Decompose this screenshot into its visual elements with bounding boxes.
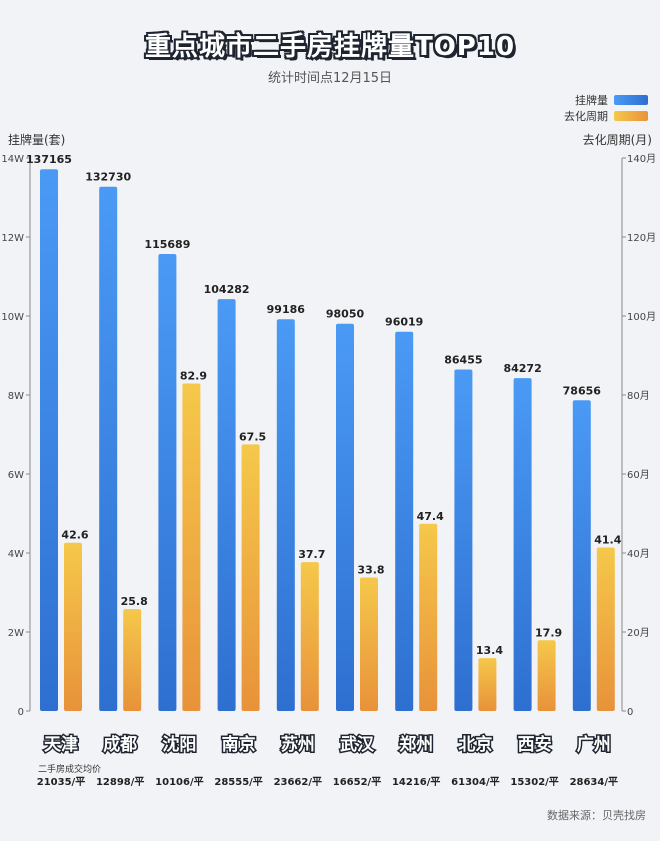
chart-subtitle: 统计时间点12月15日 [267, 71, 393, 86]
bar-cycle-10 [596, 547, 615, 711]
y-tick-label-left: 2W [8, 628, 24, 639]
data-label-listings-10: 78656 [563, 384, 602, 397]
bar-listings-8 [454, 369, 473, 711]
data-label-cycle-3: 82.9 [180, 370, 207, 383]
y-axis-title-right: 去化周期(月) [582, 133, 652, 147]
bar-cycle-5 [300, 562, 319, 711]
bar-cycle-4 [241, 444, 260, 711]
data-label-cycle-9: 17.9 [535, 626, 562, 639]
bar-listings-4 [217, 299, 236, 711]
y-tick-label-right: 80月 [627, 390, 650, 402]
avg-price-label-6: 16652/平 [333, 776, 381, 788]
chart-title: 重点城市二手房挂牌量TOP10 [144, 32, 516, 62]
y-tick-label-left: 10W [1, 312, 24, 323]
x-category-label-9: 西安 [518, 734, 552, 755]
bar-cycle-1 [64, 542, 82, 711]
data-label-cycle-10: 41.4 [594, 533, 621, 546]
bar-cycle-2 [123, 609, 142, 711]
bar-cycle-6 [360, 577, 378, 711]
bar-listings-2 [99, 186, 118, 712]
data-label-listings-9: 84272 [503, 362, 541, 375]
avg-price-label-3: 10106/平 [155, 776, 203, 788]
data-label-listings-4: 104282 [204, 283, 250, 296]
y-tick-label-right: 140月 [627, 153, 656, 165]
bar-cycle-3 [182, 383, 201, 711]
legend-swatch-listings [614, 95, 648, 105]
y-tick-label-left: 6W [8, 470, 24, 481]
y-tick-label-left: 8W [8, 391, 24, 402]
bar-listings-5 [276, 319, 295, 711]
x-category-label-6: 武汉 [340, 734, 375, 755]
data-label-cycle-6: 33.8 [357, 563, 384, 576]
data-label-cycle-5: 37.7 [298, 548, 325, 561]
bar-cycle-8 [478, 658, 497, 711]
legend-item-cycle: 去化周期 [564, 108, 648, 124]
data-label-listings-8: 86455 [444, 354, 482, 367]
data-label-cycle-1: 42.6 [61, 529, 88, 542]
data-label-cycle-4: 67.5 [239, 430, 266, 443]
legend-item-listings: 挂牌量 [575, 92, 648, 108]
data-label-listings-7: 96019 [385, 316, 423, 329]
x-category-label-2: 成都 [103, 734, 137, 755]
y-tick-label-right: 40月 [627, 548, 650, 560]
y-tick-label-left: 4W [8, 549, 24, 560]
y-tick-label-left: 14W [1, 154, 24, 165]
x-category-label-10: 广州 [577, 734, 611, 755]
avg-price-label-10: 28634/平 [570, 776, 618, 788]
avg-price-label-9: 15302/平 [510, 776, 558, 788]
avg-price-label-2: 12898/平 [96, 776, 144, 788]
bar-cycle-7 [419, 523, 438, 711]
bar-listings-9 [513, 378, 532, 711]
avg-price-label-5: 23662/平 [274, 776, 322, 788]
y-tick-label-right: 100月 [627, 311, 656, 323]
data-source: 数据来源：贝壳找房 [547, 809, 646, 822]
bar-listings-7 [395, 331, 414, 711]
y-tick-label-right: 0 [627, 707, 633, 718]
legend-label-listings: 挂牌量 [575, 94, 608, 107]
x-category-label-7: 郑州 [399, 734, 433, 755]
data-label-listings-3: 115689 [144, 238, 190, 251]
y-tick-label-left: 12W [1, 233, 24, 244]
x-category-label-4: 南京 [222, 734, 256, 755]
avg-price-label-4: 28555/平 [214, 776, 262, 788]
data-label-listings-6: 98050 [326, 308, 365, 321]
bar-listings-6 [336, 323, 354, 711]
bar-listings-1 [40, 169, 58, 712]
legend-swatch-cycle [614, 111, 648, 121]
bar-listings-10 [572, 400, 591, 711]
avg-price-label-8: 61304/平 [451, 776, 499, 788]
data-label-listings-2: 132730 [85, 171, 131, 184]
data-label-listings-1: 137165 [26, 153, 72, 166]
data-label-cycle-8: 13.4 [476, 644, 503, 657]
legend-label-cycle: 去化周期 [564, 110, 608, 123]
y-tick-label-right: 120月 [627, 232, 656, 244]
avg-price-label-7: 14216/平 [392, 776, 440, 788]
avg-price-label-1: 21035/平 [37, 776, 85, 788]
x-category-label-3: 沈阳 [162, 734, 196, 755]
y-tick-label-right: 20月 [627, 627, 650, 639]
bar-cycle-9 [537, 640, 556, 711]
avg-price-caption: 二手房成交均价 [38, 765, 102, 775]
x-category-label-1: 天津 [44, 734, 78, 755]
data-label-cycle-7: 47.4 [417, 510, 444, 523]
data-label-listings-5: 99186 [267, 303, 306, 316]
data-label-cycle-2: 25.8 [121, 595, 148, 608]
bar-listings-3 [158, 254, 177, 711]
y-tick-label-right: 60月 [627, 469, 650, 481]
y-tick-label-left: 0 [18, 707, 24, 718]
y-axis-title-left: 挂牌量(套) [8, 133, 66, 147]
x-category-label-5: 苏州 [281, 734, 315, 755]
x-category-label-8: 北京 [458, 734, 492, 755]
